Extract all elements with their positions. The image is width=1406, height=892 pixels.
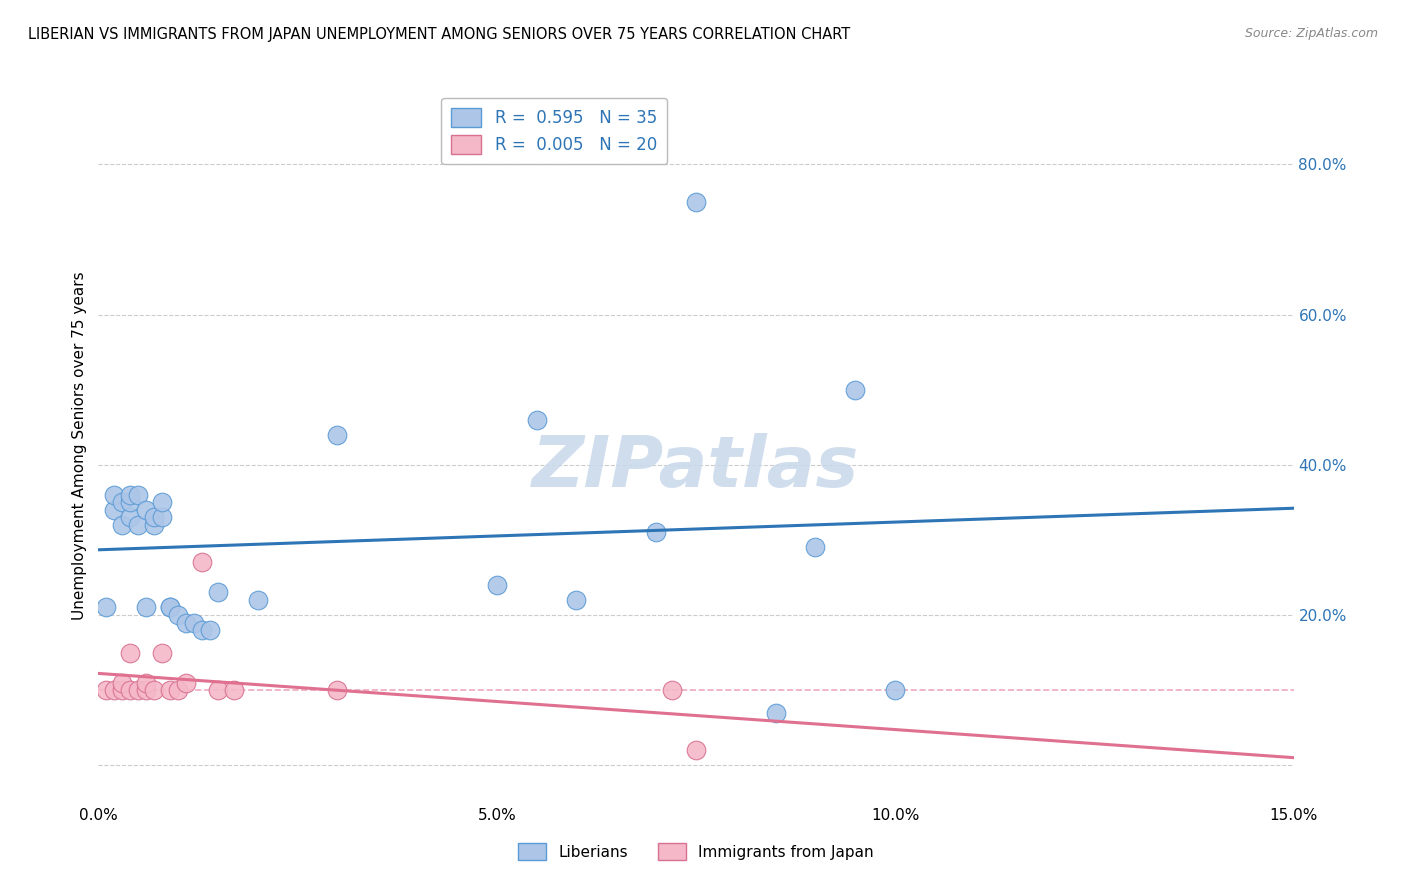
Point xyxy=(150,495,173,509)
Point xyxy=(135,600,157,615)
Point xyxy=(127,488,149,502)
Point xyxy=(174,675,197,690)
Point xyxy=(198,623,221,637)
Point xyxy=(103,503,125,517)
Point xyxy=(127,517,149,532)
Point xyxy=(565,593,588,607)
Point xyxy=(159,600,181,615)
Point xyxy=(120,488,142,502)
Point xyxy=(150,646,173,660)
Point xyxy=(135,503,157,517)
Point xyxy=(844,383,866,397)
Point xyxy=(120,646,142,660)
Point xyxy=(150,510,173,524)
Point xyxy=(191,556,214,570)
Point xyxy=(159,600,181,615)
Point xyxy=(120,510,142,524)
Point xyxy=(207,683,229,698)
Point xyxy=(183,615,205,630)
Point xyxy=(103,488,125,502)
Point xyxy=(645,525,668,540)
Point xyxy=(159,683,181,698)
Point xyxy=(127,683,149,698)
Point xyxy=(96,683,118,698)
Point xyxy=(804,541,827,555)
Point xyxy=(103,683,125,698)
Point xyxy=(120,495,142,509)
Point xyxy=(685,743,707,757)
Text: ZIPatlas: ZIPatlas xyxy=(533,433,859,502)
Point xyxy=(661,683,683,698)
Point xyxy=(485,578,508,592)
Point xyxy=(222,683,245,698)
Y-axis label: Unemployment Among Seniors over 75 years: Unemployment Among Seniors over 75 years xyxy=(72,272,87,620)
Legend: Liberians, Immigrants from Japan: Liberians, Immigrants from Japan xyxy=(512,837,880,866)
Point xyxy=(167,607,190,622)
Point xyxy=(174,615,197,630)
Point xyxy=(326,683,349,698)
Point xyxy=(111,495,134,509)
Point xyxy=(167,683,190,698)
Point xyxy=(246,593,269,607)
Text: Source: ZipAtlas.com: Source: ZipAtlas.com xyxy=(1244,27,1378,40)
Point xyxy=(143,510,166,524)
Point xyxy=(326,427,349,442)
Point xyxy=(111,675,134,690)
Point xyxy=(111,517,134,532)
Point xyxy=(685,194,707,209)
Point xyxy=(120,683,142,698)
Point xyxy=(526,413,548,427)
Point xyxy=(143,683,166,698)
Point xyxy=(191,623,214,637)
Point xyxy=(143,517,166,532)
Point xyxy=(207,585,229,599)
Point xyxy=(135,675,157,690)
Point xyxy=(135,683,157,698)
Point xyxy=(765,706,787,720)
Text: LIBERIAN VS IMMIGRANTS FROM JAPAN UNEMPLOYMENT AMONG SENIORS OVER 75 YEARS CORRE: LIBERIAN VS IMMIGRANTS FROM JAPAN UNEMPL… xyxy=(28,27,851,42)
Point xyxy=(884,683,907,698)
Point xyxy=(111,683,134,698)
Point xyxy=(96,600,118,615)
